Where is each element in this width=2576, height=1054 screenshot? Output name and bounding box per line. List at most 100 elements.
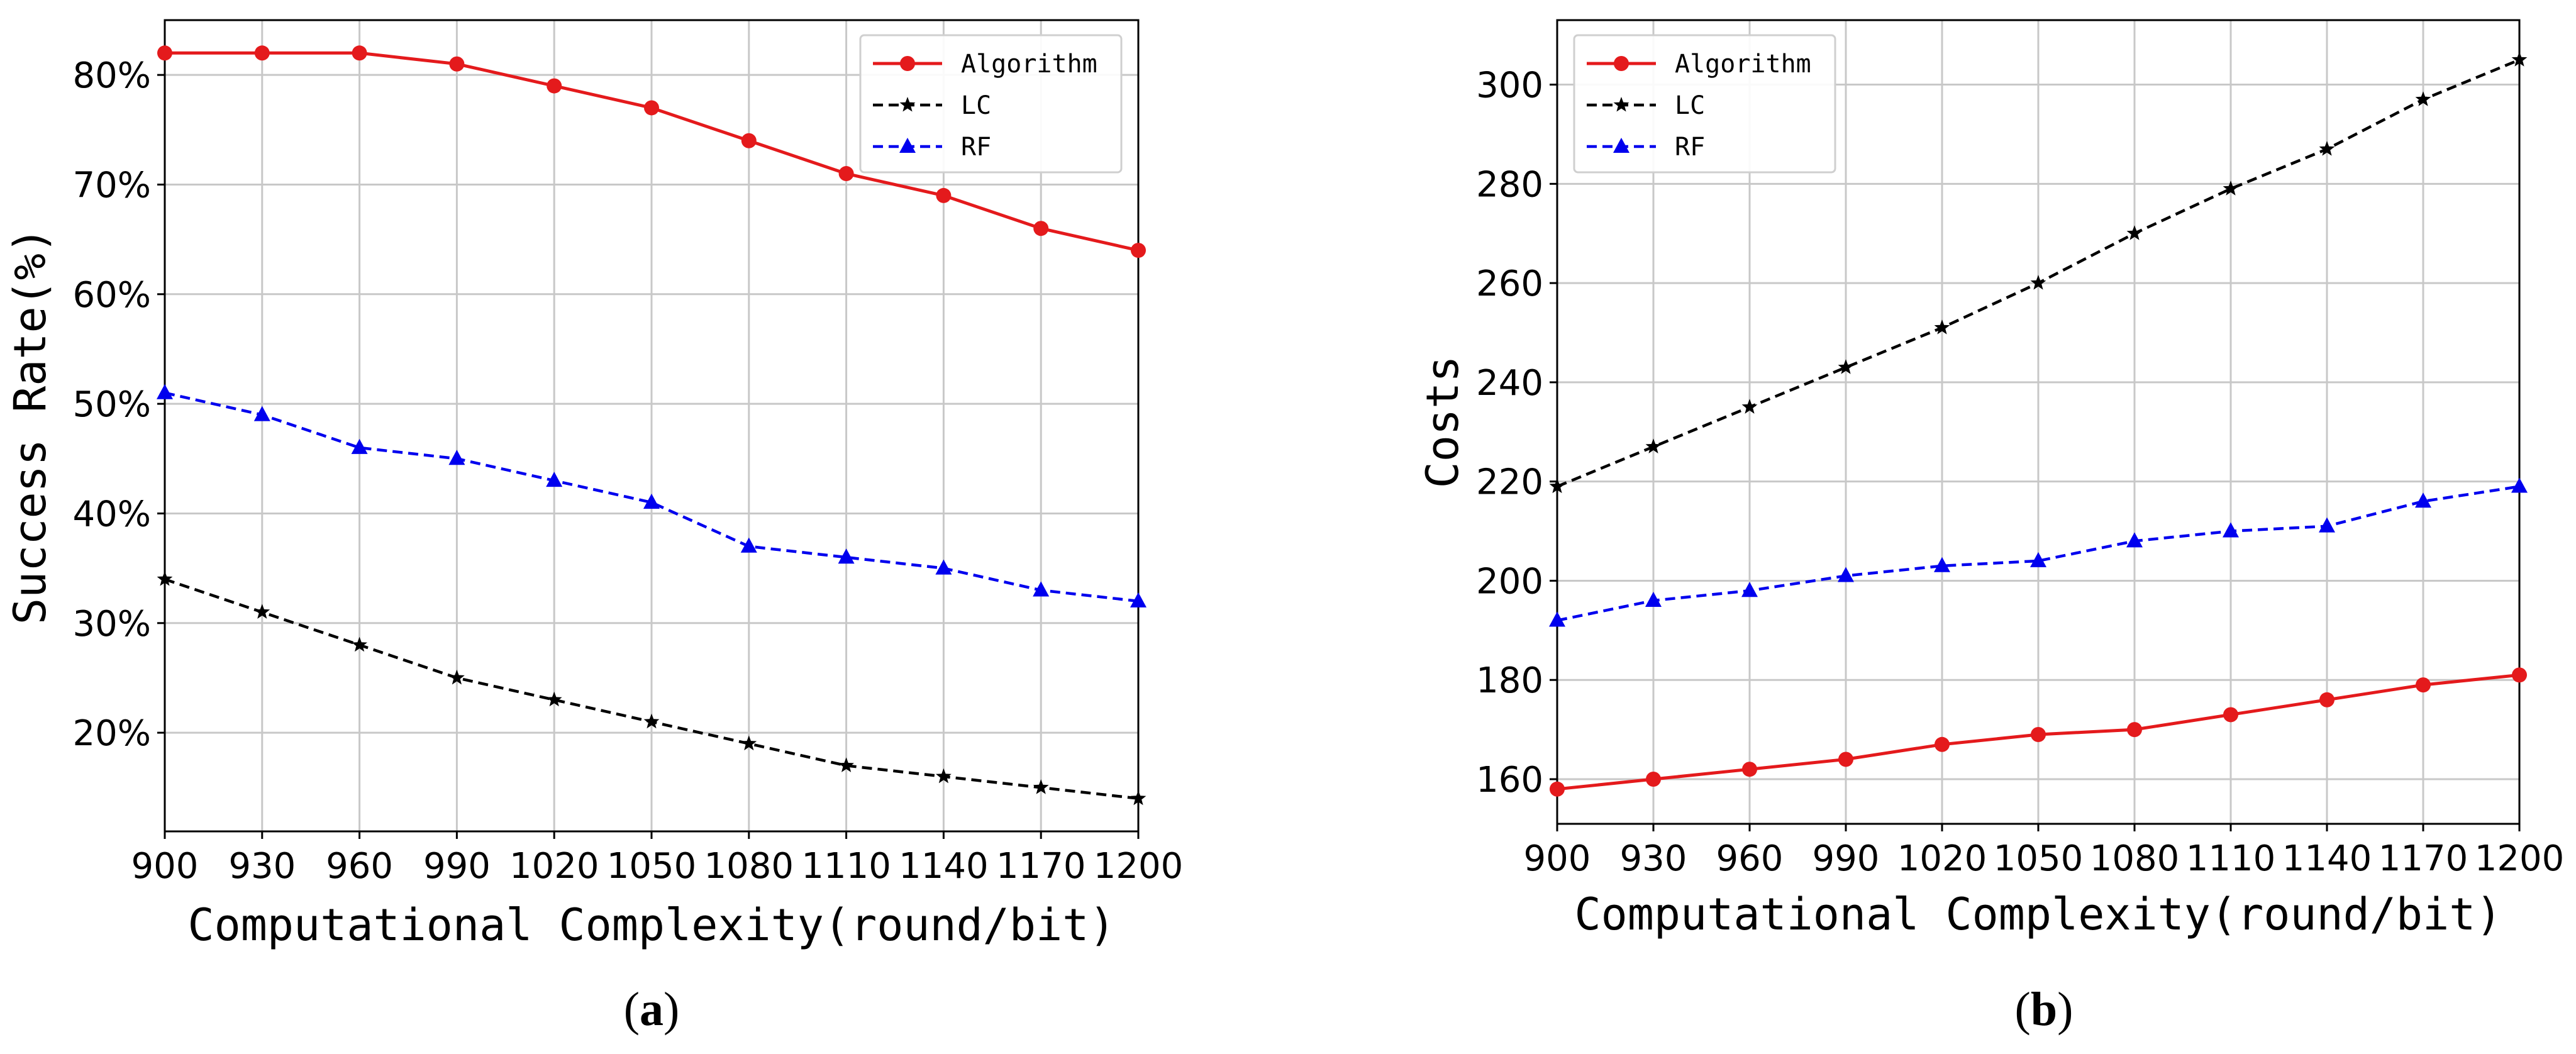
chart-a-x-tick-label-930: 930 bbox=[228, 846, 296, 887]
chart-b-point-lc-1200 bbox=[2511, 52, 2528, 67]
chart-a-point-lc-1110 bbox=[838, 757, 854, 772]
chart-b-legend-box bbox=[1573, 34, 1836, 174]
chart-a-point-lc-900 bbox=[157, 571, 173, 586]
chart-b-point-lc-1170 bbox=[2415, 91, 2431, 106]
chart-a-point-lc-1020 bbox=[546, 691, 562, 707]
chart-a-point-rf-1110 bbox=[838, 548, 855, 564]
chart-b-point-algorithm-930 bbox=[1646, 772, 1661, 787]
chart-b-x-tick-label-1200: 1200 bbox=[2475, 838, 2565, 879]
chart-a-point-lc-1170 bbox=[1033, 779, 1049, 794]
chart-b-point-algorithm-1110 bbox=[2223, 707, 2238, 723]
chart-b-x-tick-label-1050: 1050 bbox=[1994, 838, 2084, 879]
chart-b-series-lc bbox=[1549, 52, 2528, 494]
chart-b-point-lc-1080 bbox=[2126, 225, 2143, 240]
chart-a-point-algorithm-990 bbox=[449, 56, 465, 72]
chart-a-point-algorithm-1050 bbox=[644, 100, 659, 116]
chart-b-legend-marker-lc bbox=[1613, 97, 1629, 112]
chart-a-point-rf-1140 bbox=[935, 559, 952, 575]
chart-b-x-tick-label-1020: 1020 bbox=[1897, 838, 1987, 879]
chart-a-x-tick-label-1140: 1140 bbox=[899, 846, 989, 887]
chart-b-point-algorithm-1050 bbox=[2031, 727, 2046, 742]
chart-b-legend-marker-rf bbox=[1613, 138, 1629, 153]
chart-b-legend-marker-algorithm bbox=[1614, 56, 1629, 71]
chart-b-point-lc-990 bbox=[1838, 359, 1854, 374]
chart-a-point-lc-1050 bbox=[643, 713, 660, 729]
chart-a-legend-marker-rf bbox=[899, 138, 916, 153]
chart-a-x-tick-label-990: 990 bbox=[423, 846, 491, 887]
chart-a-y-tick-label-70: 70% bbox=[73, 165, 151, 206]
chart-a-series-algorithm bbox=[157, 45, 1146, 258]
chart-a-y-tick-label-50: 50% bbox=[73, 384, 151, 425]
chart-b-point-lc-930 bbox=[1645, 438, 1662, 453]
chart-a-point-rf-900 bbox=[157, 384, 173, 399]
chart-b-legend-label-lc: LC bbox=[1675, 91, 1705, 120]
chart-a-point-rf-990 bbox=[448, 450, 465, 465]
chart-a-point-algorithm-1200 bbox=[1131, 243, 1146, 258]
chart-b-point-rf-990 bbox=[1838, 567, 1854, 582]
chart-a-y-tick-label-20: 20% bbox=[73, 713, 151, 754]
chart-a-y-axis-label: Success Rate(%) bbox=[4, 227, 56, 624]
chart-b-x-tick-label-1140: 1140 bbox=[2282, 838, 2372, 879]
chart-b-x-tick-label-1080: 1080 bbox=[2090, 838, 2180, 879]
chart-a-point-algorithm-1170 bbox=[1033, 221, 1049, 236]
chart-b-point-lc-900 bbox=[1549, 478, 1565, 494]
panel-b-costs: 900 930 960 990 1020 1050 1080 1110 1140 1170 1200… bbox=[1417, 19, 2565, 1036]
chart-a-point-rf-1050 bbox=[643, 494, 660, 509]
chart-a-point-rf-930 bbox=[253, 406, 270, 421]
chart-a-x-axis-label: Computational Complexity(round/bit) bbox=[187, 899, 1115, 951]
chart-b-legend-label-rf: RF bbox=[1675, 133, 1705, 162]
chart-a-legend-label-algorithm: Algorithm bbox=[961, 50, 1097, 79]
chart-b-series-algorithm bbox=[1550, 667, 2527, 797]
chart-b-point-algorithm-1140 bbox=[2319, 692, 2334, 707]
chart-b-point-rf-1050 bbox=[2030, 552, 2046, 567]
chart-a-point-algorithm-1140 bbox=[936, 187, 952, 203]
chart-a-point-algorithm-930 bbox=[254, 45, 270, 61]
chart-b-y-tick-label-280: 280 bbox=[1476, 164, 1543, 205]
chart-b-point-algorithm-1170 bbox=[2416, 677, 2431, 693]
chart-b-point-algorithm-1200 bbox=[2512, 667, 2527, 683]
chart-b-point-rf-1140 bbox=[2319, 517, 2335, 533]
chart-b-y-tick-label-200: 200 bbox=[1476, 561, 1543, 602]
chart-b-series-rf bbox=[1549, 477, 2528, 627]
chart-a-caption: (a) bbox=[624, 983, 680, 1036]
chart-a-y-tick-label-40: 40% bbox=[73, 494, 151, 535]
chart-a-point-lc-960 bbox=[352, 636, 367, 652]
chart-b-point-rf-1110 bbox=[2223, 522, 2239, 538]
chart-b-y-tick-label-220: 220 bbox=[1476, 462, 1543, 503]
chart-a-x-tick-label-1110: 1110 bbox=[801, 846, 891, 887]
chart-a-x-tick-label-1050: 1050 bbox=[607, 846, 697, 887]
chart-a-point-algorithm-1110 bbox=[838, 166, 854, 182]
chart-a-legend: Algorithm LC RF bbox=[859, 34, 1123, 174]
chart-a-point-lc-990 bbox=[449, 669, 465, 685]
panel-a-success-rate: 900 930 960 990 1020 1050 1080 1110 1140 1170 1200… bbox=[4, 19, 1184, 1036]
chart-b-x-tick-label-930: 930 bbox=[1620, 838, 1687, 879]
chart-a-x-tick-label-1170: 1170 bbox=[996, 846, 1086, 887]
chart-b-point-rf-960 bbox=[1741, 582, 1758, 597]
chart-a-point-rf-1170 bbox=[1033, 581, 1050, 597]
chart-a-point-rf-960 bbox=[351, 438, 368, 454]
chart-b-point-lc-1020 bbox=[1934, 319, 1950, 335]
chart-b-point-rf-1080 bbox=[2126, 532, 2143, 548]
chart-a-legend-label-rf: RF bbox=[961, 133, 991, 162]
chart-b-x-tick-label-960: 960 bbox=[1716, 838, 1784, 879]
chart-b-point-lc-1050 bbox=[2030, 275, 2046, 290]
chart-a-legend-box bbox=[859, 34, 1123, 174]
chart-a-x-tick-label-1200: 1200 bbox=[1094, 846, 1184, 887]
chart-a-x-tick-label-900: 900 bbox=[131, 846, 199, 887]
chart-a-point-lc-1140 bbox=[936, 768, 952, 784]
chart-a-x-tick-label-1080: 1080 bbox=[704, 846, 794, 887]
chart-b-caption: (b) bbox=[2015, 983, 2074, 1036]
chart-a-legend-marker-algorithm bbox=[900, 56, 915, 71]
chart-b-point-rf-930 bbox=[1645, 592, 1662, 607]
chart-b-point-rf-900 bbox=[1549, 611, 1565, 627]
chart-b-point-rf-1170 bbox=[2415, 492, 2431, 508]
chart-b-point-algorithm-900 bbox=[1550, 781, 1565, 797]
chart-b-y-tick-label-180: 180 bbox=[1476, 660, 1543, 701]
chart-b-point-algorithm-1080 bbox=[2127, 722, 2142, 738]
chart-a-point-algorithm-1020 bbox=[547, 78, 562, 94]
chart-a-point-rf-1200 bbox=[1130, 592, 1146, 607]
chart-b-x-tick-label-990: 990 bbox=[1813, 838, 1880, 879]
chart-a-y-tick-label-80: 80% bbox=[73, 55, 151, 96]
chart-b-legend: Algorithm LC RF bbox=[1573, 34, 1836, 174]
chart-a-x-tick-label-960: 960 bbox=[326, 846, 393, 887]
